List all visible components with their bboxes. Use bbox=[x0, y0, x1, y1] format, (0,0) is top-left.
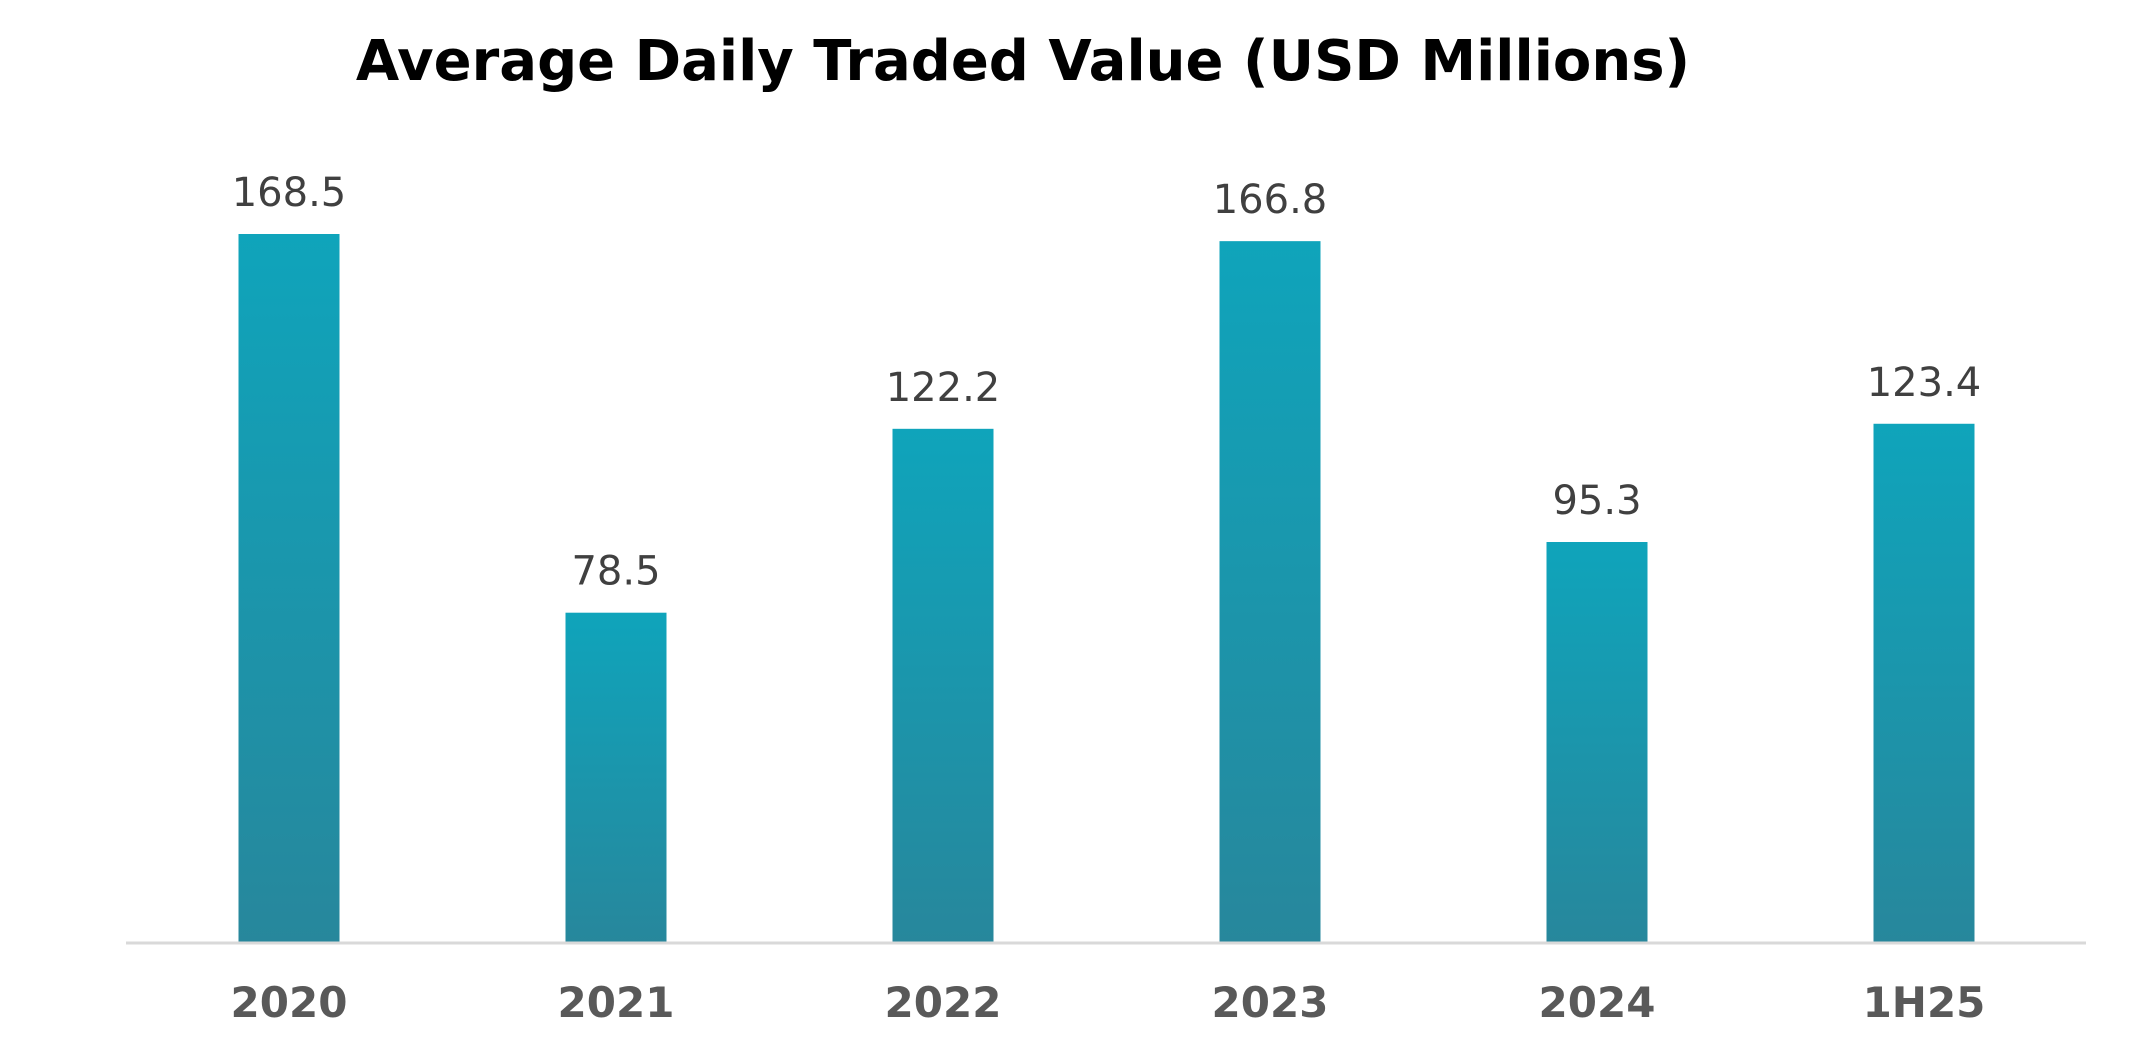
value-labels-layer: 168.5 78.5 122.2 166.8 95.3 123.4 bbox=[232, 170, 1982, 595]
x-tick-label-2022: 2022 bbox=[885, 978, 1002, 1027]
bar-2023 bbox=[1219, 241, 1321, 943]
bar-2022 bbox=[892, 428, 994, 943]
bar-2020 bbox=[238, 234, 340, 943]
bar-2024 bbox=[1546, 542, 1648, 943]
data-label-1H25: 123.4 bbox=[1867, 360, 1982, 406]
chart-title: Average Daily Traded Value (USD Millions… bbox=[356, 29, 1690, 94]
data-label-2023: 166.8 bbox=[1213, 177, 1328, 223]
x-tick-label-2024: 2024 bbox=[1539, 978, 1656, 1027]
x-tick-label-1H25: 1H25 bbox=[1863, 978, 1986, 1027]
bar-2021 bbox=[565, 612, 667, 943]
x-tick-label-2021: 2021 bbox=[558, 978, 675, 1027]
bar-1H25 bbox=[1873, 423, 1975, 943]
data-label-2022: 122.2 bbox=[886, 365, 1001, 411]
data-label-2024: 95.3 bbox=[1552, 478, 1641, 524]
bars-layer bbox=[238, 234, 1975, 943]
category-labels-layer: 2020 2021 2022 2023 2024 1H25 bbox=[231, 978, 1986, 1027]
x-tick-label-2023: 2023 bbox=[1212, 978, 1329, 1027]
data-label-2021: 78.5 bbox=[571, 549, 660, 595]
data-label-2020: 168.5 bbox=[232, 170, 347, 216]
x-tick-label-2020: 2020 bbox=[231, 978, 348, 1027]
